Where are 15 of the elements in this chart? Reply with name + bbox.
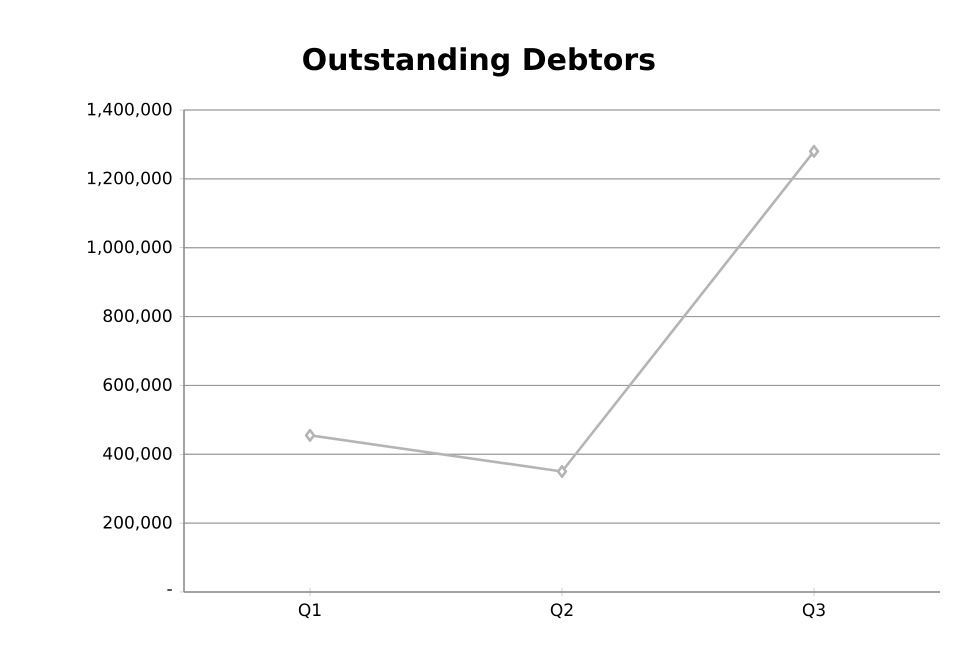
- y-tick-label: 1,000,000: [88, 240, 172, 256]
- x-tick-label: Q1: [298, 603, 321, 618]
- y-tick-label: 400,000: [103, 446, 172, 462]
- y-tick-label: 200,000: [104, 516, 172, 530]
- point: [808, 144, 820, 158]
- x-tick-label: Q2: [550, 603, 572, 618]
- chart-title: Outstanding Debtors: [303, 47, 655, 76]
- point: [304, 428, 316, 442]
- y-tick-label: 800,000: [104, 309, 172, 324]
- point: [556, 464, 568, 478]
- y-tick-label: -: [167, 589, 172, 591]
- y-tick-label: 600,000: [104, 378, 172, 393]
- y-tick-label: 1,400,000: [88, 102, 172, 118]
- x-tick-label: Q3: [802, 603, 825, 618]
- y-tick-label: 1,200,000: [88, 172, 172, 186]
